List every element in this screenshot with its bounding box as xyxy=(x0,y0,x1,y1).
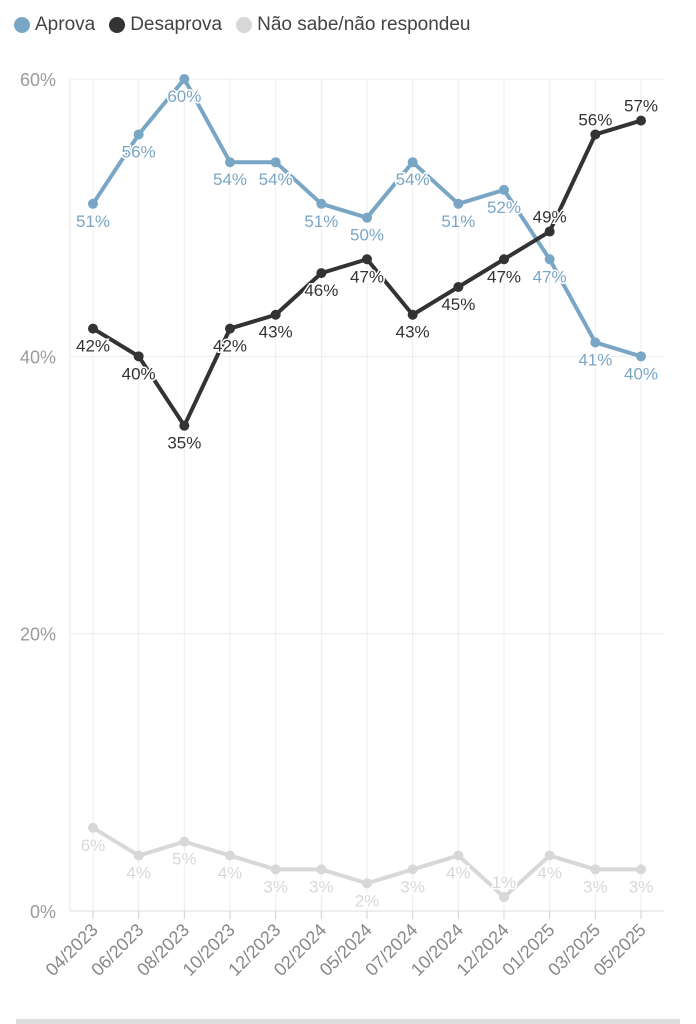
data-point xyxy=(179,74,190,84)
data-point xyxy=(88,198,98,209)
data-point xyxy=(225,157,235,168)
data-point xyxy=(499,184,509,195)
data-point xyxy=(362,254,372,265)
data-label: 3% xyxy=(400,877,425,896)
data-label: 3% xyxy=(629,877,654,896)
data-point xyxy=(544,226,555,237)
legend-label-desaprova: Desaprova xyxy=(130,14,223,35)
legend-swatch-aprova xyxy=(14,17,30,33)
data-label: 57% xyxy=(624,97,658,116)
legend-swatch-desaprova xyxy=(109,17,126,33)
data-point xyxy=(636,115,646,126)
data-label: 54% xyxy=(259,170,293,189)
data-label: 42% xyxy=(213,337,247,356)
data-point xyxy=(362,878,372,889)
data-point xyxy=(225,323,235,334)
data-label: 60% xyxy=(167,87,201,106)
data-label: 4% xyxy=(537,864,562,883)
data-label: 49% xyxy=(533,208,567,227)
data-label: 51% xyxy=(304,212,338,231)
data-label: 51% xyxy=(76,212,110,231)
data-label: 1% xyxy=(492,873,517,892)
legend-label-nao-sabe: Não sabe/não respondeu xyxy=(257,14,471,35)
data-point xyxy=(499,892,509,903)
legend-item-aprova[interactable]: Aprova xyxy=(14,14,95,36)
data-label: 6% xyxy=(81,836,106,855)
data-label: 3% xyxy=(583,877,608,896)
chart-legend: Aprova Desaprova Não sabe/não respondeu xyxy=(14,14,470,36)
data-point xyxy=(270,309,281,320)
data-label: 47% xyxy=(487,267,521,286)
data-point xyxy=(133,351,144,362)
data-point xyxy=(407,864,418,875)
data-label: 56% xyxy=(578,110,612,129)
data-point xyxy=(544,254,555,265)
data-label: 54% xyxy=(213,170,247,189)
data-point xyxy=(179,836,190,847)
legend-swatch-nao-sabe xyxy=(236,17,253,33)
data-point xyxy=(179,420,190,431)
y-tick-label: 60% xyxy=(20,70,56,90)
data-label: 41% xyxy=(578,350,612,369)
legend-label-aprova: Aprova xyxy=(35,14,96,35)
data-point xyxy=(499,254,509,265)
data-label: 35% xyxy=(167,434,201,453)
bottom-divider xyxy=(16,1019,680,1024)
y-tick-label: 40% xyxy=(20,347,56,367)
data-label: 52% xyxy=(487,198,521,217)
data-label: 43% xyxy=(396,323,430,342)
data-point xyxy=(88,323,98,334)
data-point xyxy=(270,864,281,875)
data-label: 40% xyxy=(122,364,156,383)
data-point xyxy=(453,198,464,209)
data-point xyxy=(407,157,418,168)
data-label: 40% xyxy=(624,364,658,383)
data-label: 54% xyxy=(396,170,430,189)
legend-item-nao-sabe[interactable]: Não sabe/não respondeu xyxy=(236,14,470,36)
data-point xyxy=(133,129,144,140)
data-point xyxy=(407,309,418,320)
data-label: 51% xyxy=(441,212,475,231)
data-label: 5% xyxy=(172,850,197,869)
data-label: 4% xyxy=(126,864,151,883)
data-label: 4% xyxy=(218,864,243,883)
data-point xyxy=(636,864,646,875)
y-tick-label: 0% xyxy=(30,902,56,922)
data-point xyxy=(590,129,601,140)
data-label: 56% xyxy=(122,142,156,161)
data-point xyxy=(133,850,144,861)
data-label: 46% xyxy=(304,281,338,300)
data-point xyxy=(453,850,464,861)
data-label: 3% xyxy=(263,877,288,896)
data-point xyxy=(453,282,464,292)
data-point xyxy=(636,351,646,362)
data-label: 45% xyxy=(441,295,475,314)
data-point xyxy=(316,864,327,875)
data-point xyxy=(270,157,281,168)
data-point xyxy=(590,864,601,875)
legend-item-desaprova[interactable]: Desaprova xyxy=(109,14,222,36)
data-label: 4% xyxy=(446,864,471,883)
data-label: 47% xyxy=(350,267,384,286)
data-point xyxy=(316,268,327,279)
data-point xyxy=(316,198,327,209)
data-point xyxy=(362,212,372,223)
data-label: 43% xyxy=(259,323,293,342)
data-label: 50% xyxy=(350,226,384,245)
data-label: 47% xyxy=(533,267,567,286)
data-label: 42% xyxy=(76,337,110,356)
data-point xyxy=(590,337,601,348)
data-point xyxy=(225,850,235,861)
data-point xyxy=(544,850,555,861)
data-label: 3% xyxy=(309,877,334,896)
data-label: 2% xyxy=(355,891,380,910)
y-tick-label: 20% xyxy=(20,625,56,645)
data-point xyxy=(88,822,98,833)
